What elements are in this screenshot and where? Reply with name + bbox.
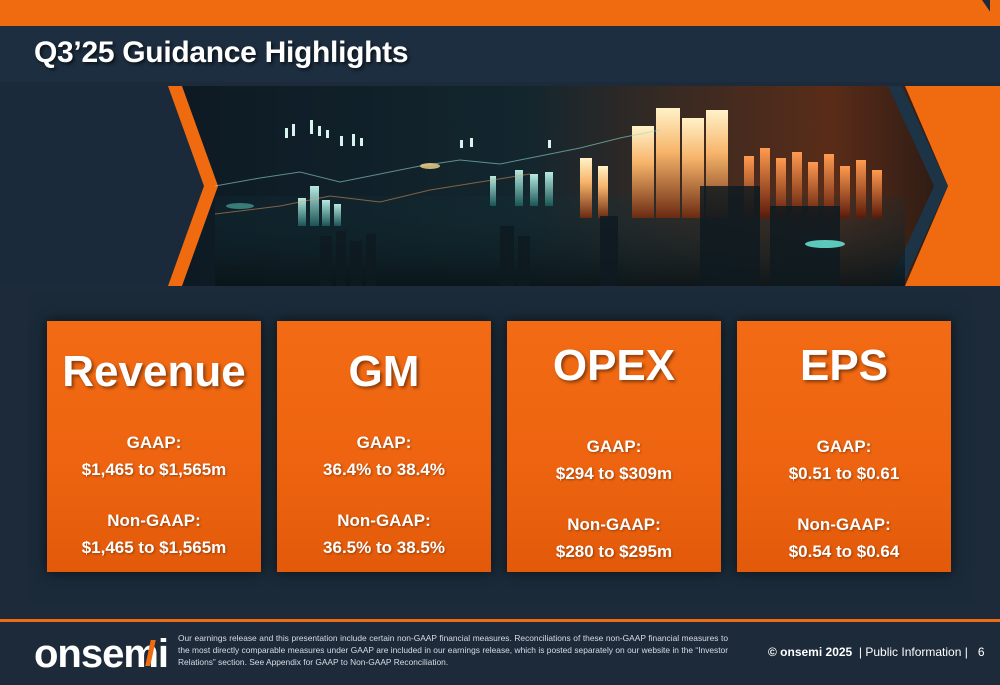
financial-chart-illustration-icon [168, 86, 948, 286]
gm-card: GM GAAP: 36.4% to 38.4% Non-GAAP: 36.5% … [277, 321, 491, 572]
nongaap-value: $0.54 to $0.64 [788, 542, 900, 561]
banner [0, 86, 1000, 286]
gaap-label: GAAP: [586, 437, 642, 456]
footer-divider [0, 619, 1000, 622]
gaap-value: $0.51 to $0.61 [788, 464, 900, 483]
revenue-card: Revenue GAAP: $1,465 to $1,565m Non-GAAP… [47, 321, 261, 572]
title-bar: Q3’25 Guidance Highlights [0, 26, 1000, 82]
opex-card: OPEX GAAP: $294 to $309m Non-GAAP: $280 … [507, 321, 721, 572]
card-values: GAAP: 36.4% to 38.4% Non-GAAP: 36.5% to … [277, 429, 491, 561]
disclaimer-text: Our earnings release and this presentati… [178, 633, 728, 667]
card-values: GAAP: $1,465 to $1,565m Non-GAAP: $1,465… [47, 429, 261, 561]
footer: onsemi Our earnings release and this pre… [0, 622, 1000, 685]
top-accent-tail [990, 0, 1000, 26]
slide-title: Q3’25 Guidance Highlights [34, 36, 409, 69]
card-title: Revenue [62, 347, 246, 396]
nongaap-value: $1,465 to $1,565m [81, 538, 227, 557]
gaap-value: $294 to $309m [555, 464, 673, 483]
card-values: GAAP: $0.51 to $0.61 Non-GAAP: $0.54 to … [737, 433, 951, 565]
page-number: 6 [977, 645, 985, 659]
nongaap-label: Non-GAAP: [337, 511, 431, 530]
card-values: GAAP: $294 to $309m Non-GAAP: $280 to $2… [507, 433, 721, 565]
eps-card: EPS GAAP: $0.51 to $0.61 Non-GAAP: $0.54… [737, 321, 951, 572]
card-title: OPEX [552, 341, 676, 390]
gaap-label: GAAP: [816, 437, 872, 456]
nongaap-label: Non-GAAP: [567, 515, 661, 534]
nongaap-value: $280 to $295m [555, 542, 673, 561]
onsemi-logo: onsemi [34, 632, 169, 676]
gaap-label: GAAP: [356, 433, 412, 452]
classification: | Public Information | [858, 645, 968, 659]
top-accent-band [0, 0, 1000, 26]
gaap-label: GAAP: [126, 433, 182, 452]
nongaap-label: Non-GAAP: [797, 515, 891, 534]
copyright: © onsemi 2025 [768, 645, 853, 659]
copyright-line: © onsemi 2025 | Public Information | 6 [768, 645, 985, 659]
card-title: GM [348, 347, 420, 396]
nongaap-label: Non-GAAP: [107, 511, 201, 530]
card-title: EPS [799, 341, 889, 390]
gaap-value: 36.4% to 38.4% [323, 460, 445, 479]
banner-left-block [0, 86, 172, 286]
nongaap-value: 36.5% to 38.5% [323, 538, 445, 557]
gaap-value: $1,465 to $1,565m [81, 460, 227, 479]
